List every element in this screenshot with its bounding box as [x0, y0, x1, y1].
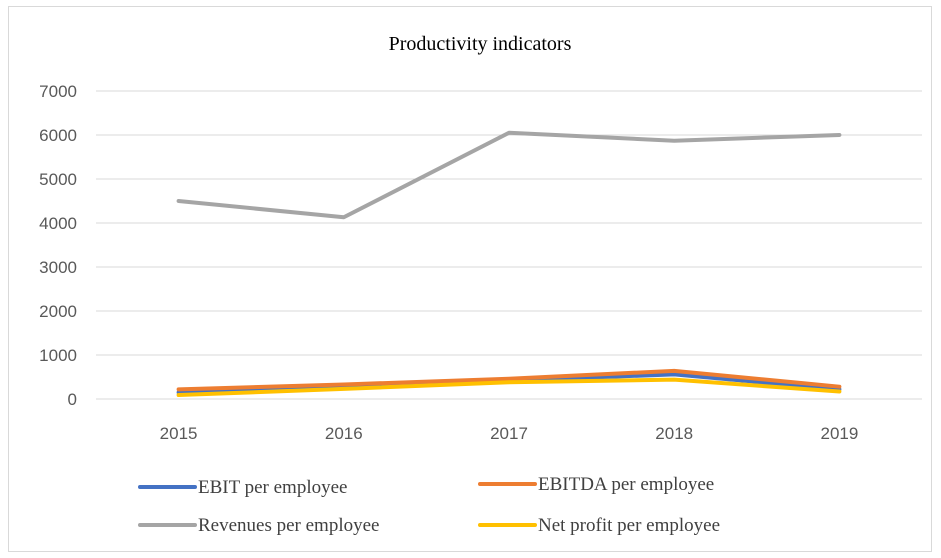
y-tick-label: 4000: [39, 214, 77, 233]
y-tick-label: 2000: [39, 302, 77, 321]
legend-label: Revenues per employee: [198, 515, 379, 536]
legend-label: Net profit per employee: [538, 515, 720, 536]
legend-item-revenues-per-employee: Revenues per employee: [138, 515, 379, 536]
legend-item-ebitda-per-employee: EBITDA per employee: [478, 474, 714, 495]
y-tick-label: 5000: [39, 170, 77, 189]
series-line-net-profit-per-employee: [176, 377, 842, 398]
x-axis-ticks: 2015 2016 2017 2018 2019: [160, 424, 859, 443]
y-tick-label: 1000: [39, 346, 77, 365]
series-line-ebitda-per-employee: [176, 368, 842, 392]
x-tick-label: 2019: [820, 424, 858, 443]
y-tick-label: 0: [68, 390, 77, 409]
legend-label: EBITDA per employee: [538, 474, 714, 495]
x-tick-label: 2018: [655, 424, 693, 443]
chart-title: Productivity indicators: [389, 33, 572, 55]
series-lines: [176, 130, 842, 398]
x-tick-label: 2017: [490, 424, 528, 443]
legend: EBIT per employee EBITDA per employee Reve…: [138, 474, 720, 536]
y-tick-label: 6000: [39, 126, 77, 145]
x-tick-label: 2016: [325, 424, 363, 443]
x-tick-label: 2015: [160, 424, 198, 443]
series-line-revenues-per-employee: [176, 130, 842, 220]
y-tick-label: 7000: [39, 82, 77, 101]
y-tick-label: 3000: [39, 258, 77, 277]
chart-frame: [8, 6, 932, 552]
y-axis-ticks: 0 1000 2000 3000 4000 5000 6000 7000: [39, 82, 77, 409]
legend-item-net-profit-per-employee: Net profit per employee: [478, 515, 720, 536]
legend-item-ebit-per-employee: EBIT per employee: [138, 477, 348, 498]
legend-label: EBIT per employee: [198, 477, 348, 498]
